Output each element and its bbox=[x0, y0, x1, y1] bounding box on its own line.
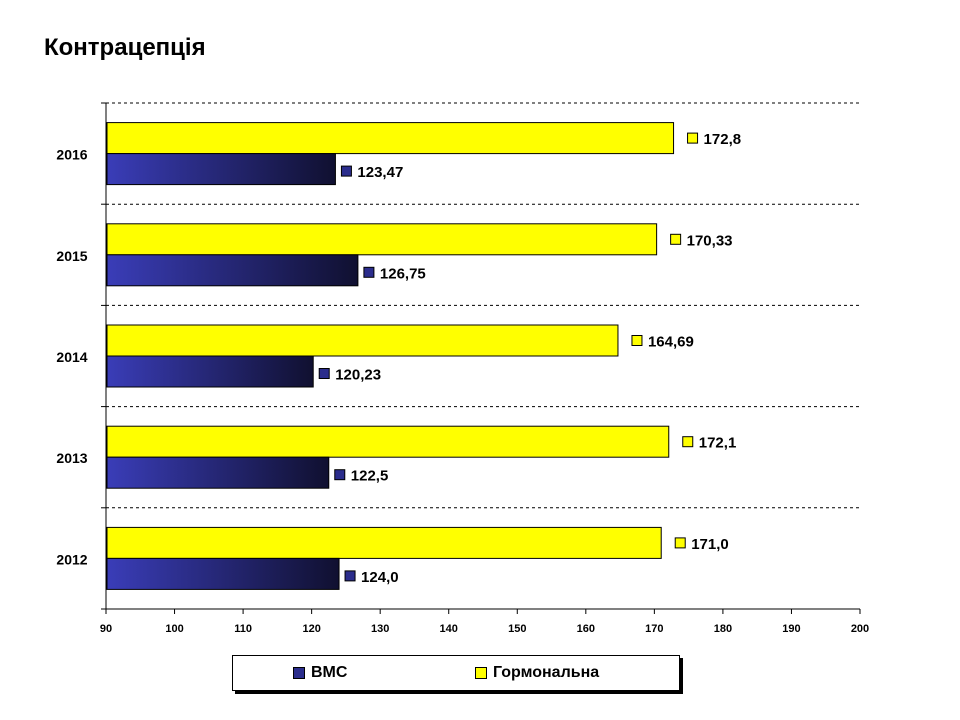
bar-vms bbox=[106, 456, 330, 489]
data-label-hormonal: 164,69 bbox=[648, 334, 694, 351]
data-label-key-vms bbox=[334, 469, 346, 481]
data-label-vms: 126,75 bbox=[380, 265, 426, 282]
bar-hormonal bbox=[106, 122, 675, 155]
y-category-label: 2014 bbox=[56, 349, 87, 365]
data-label-key-hormonal bbox=[687, 132, 699, 144]
legend-label-vms: ВМС bbox=[311, 664, 348, 681]
legend-item-hormonal: Гормональна bbox=[475, 664, 599, 682]
y-category-label: 2012 bbox=[56, 551, 87, 567]
data-label-key-hormonal bbox=[670, 233, 682, 245]
chart-title: Контрацепція bbox=[44, 34, 206, 61]
data-label-vms: 120,23 bbox=[335, 367, 381, 384]
data-label-key-vms bbox=[318, 368, 330, 379]
data-label-vms: 123,47 bbox=[357, 164, 403, 181]
y-category-label: 2015 bbox=[56, 248, 87, 264]
x-tick-label: 160 bbox=[577, 623, 595, 635]
bar-vms bbox=[106, 254, 359, 287]
x-tick-label: 100 bbox=[165, 623, 183, 635]
bar-hormonal bbox=[106, 223, 658, 256]
x-tick-label: 180 bbox=[714, 623, 732, 635]
bar-hormonal bbox=[106, 425, 670, 458]
x-tick-label: 140 bbox=[440, 623, 458, 635]
bar-vms bbox=[106, 355, 314, 388]
data-label-hormonal: 170,33 bbox=[687, 232, 733, 249]
legend-swatch-hormonal bbox=[475, 667, 487, 679]
y-category-label: 2013 bbox=[56, 450, 87, 466]
data-label-vms: 122,5 bbox=[351, 468, 389, 485]
x-tick-label: 200 bbox=[851, 623, 869, 635]
legend-swatch-vms bbox=[293, 667, 305, 679]
data-label-vms: 124,0 bbox=[361, 569, 399, 586]
bar-vms bbox=[106, 153, 336, 186]
data-label-hormonal: 171,0 bbox=[691, 536, 729, 553]
x-tick-label: 110 bbox=[234, 623, 252, 635]
bar-hormonal bbox=[106, 324, 619, 357]
bar-hormonal bbox=[106, 526, 662, 559]
data-label-key-hormonal bbox=[674, 537, 686, 549]
x-tick-label: 130 bbox=[371, 623, 389, 635]
bar-vms bbox=[106, 557, 340, 590]
x-tick-label: 90 bbox=[100, 623, 112, 635]
y-category-label: 2016 bbox=[56, 147, 87, 163]
data-label-key-hormonal bbox=[631, 335, 643, 346]
chart-legend: ВМС Гормональна bbox=[232, 655, 680, 691]
legend-label-hormonal: Гормональна bbox=[493, 664, 600, 681]
x-tick-label: 170 bbox=[645, 623, 663, 635]
data-label-key-vms bbox=[344, 570, 356, 582]
data-label-hormonal: 172,8 bbox=[704, 131, 742, 148]
data-label-key-vms bbox=[340, 165, 352, 177]
x-tick-label: 120 bbox=[302, 623, 320, 635]
x-tick-label: 190 bbox=[782, 623, 800, 635]
data-label-key-hormonal bbox=[682, 436, 694, 448]
data-label-hormonal: 172,1 bbox=[699, 435, 737, 452]
legend-item-vms: ВМС bbox=[293, 664, 347, 682]
x-tick-label: 150 bbox=[508, 623, 526, 635]
data-label-key-vms bbox=[363, 266, 375, 278]
